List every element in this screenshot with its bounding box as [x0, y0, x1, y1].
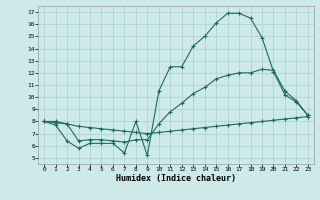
X-axis label: Humidex (Indice chaleur): Humidex (Indice chaleur) — [116, 174, 236, 183]
